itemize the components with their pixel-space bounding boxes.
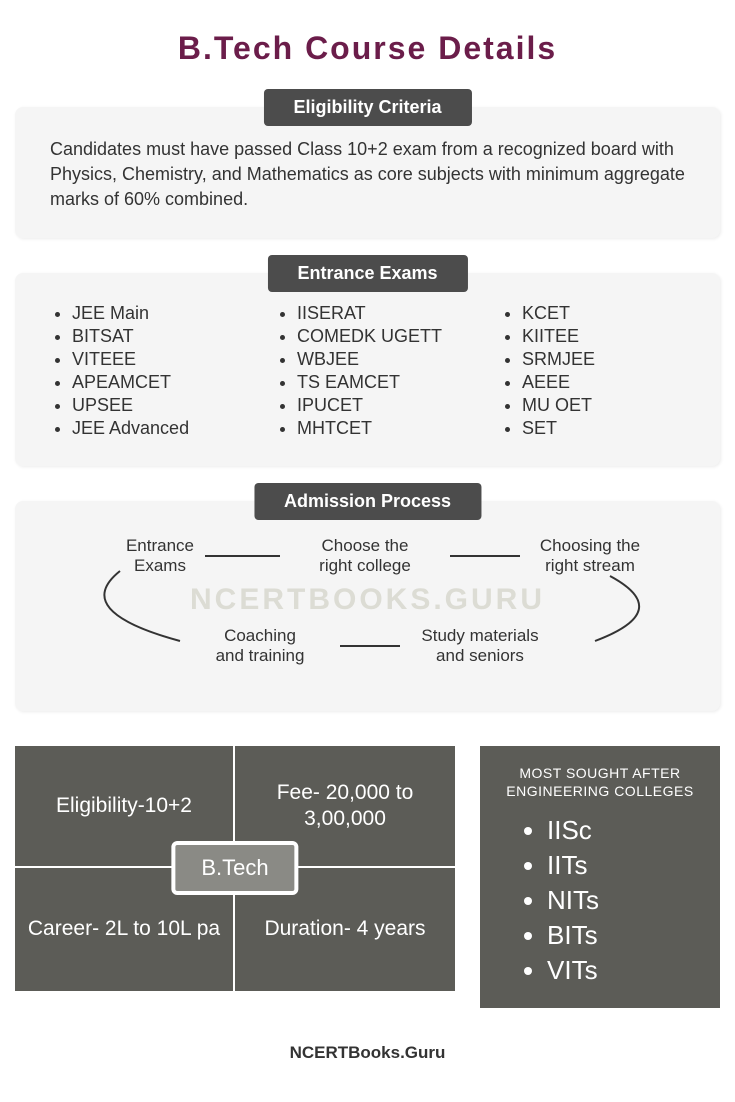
exams-col1: JEE MainBITSATVITEEEAPEAMCETUPSEEJEE Adv… — [50, 303, 235, 441]
process-step-1: EntranceExams — [80, 536, 240, 577]
process-header: Admission Process — [254, 483, 481, 520]
exam-item: JEE Main — [72, 303, 235, 324]
exam-item: WBJEE — [297, 349, 460, 370]
exam-item: JEE Advanced — [72, 418, 235, 439]
exam-item: MHTCET — [297, 418, 460, 439]
eligibility-card: Eligibility Criteria Candidates must hav… — [15, 107, 720, 238]
exam-item: BITSAT — [72, 326, 235, 347]
process-step-4: Coachingand training — [180, 626, 340, 667]
exams-header: Entrance Exams — [267, 255, 467, 292]
quad-center-label: B.Tech — [171, 841, 298, 895]
exam-item: UPSEE — [72, 395, 235, 416]
process-step-2: Choose theright college — [285, 536, 445, 577]
footer-text: NCERTBooks.Guru — [15, 1043, 720, 1063]
exam-item: SET — [522, 418, 685, 439]
exam-item: KCET — [522, 303, 685, 324]
process-step-3: Choosing theright stream — [510, 536, 670, 577]
eligibility-header: Eligibility Criteria — [263, 89, 471, 126]
colleges-panel: MOST SOUGHT AFTER ENGINEERING COLLEGES I… — [480, 746, 720, 1008]
exam-item: SRMJEE — [522, 349, 685, 370]
college-item: IISc — [547, 815, 698, 846]
eligibility-text: Candidates must have passed Class 10+2 e… — [50, 137, 685, 213]
process-step-5: Study materialsand seniors — [400, 626, 560, 667]
exam-item: KIITEE — [522, 326, 685, 347]
exam-item: AEEE — [522, 372, 685, 393]
summary-quad: Eligibility-10+2 Fee- 20,000 to 3,00,000… — [15, 746, 455, 991]
colleges-title: MOST SOUGHT AFTER ENGINEERING COLLEGES — [502, 764, 698, 800]
exam-item: IISERAT — [297, 303, 460, 324]
exams-col2: IISERATCOMEDK UGETTWBJEETS EAMCETIPUCETM… — [275, 303, 460, 441]
exam-item: IPUCET — [297, 395, 460, 416]
college-item: BITs — [547, 920, 698, 951]
exams-col3: KCETKIITEESRMJEEAEEEMU OETSET — [500, 303, 685, 441]
exam-item: COMEDK UGETT — [297, 326, 460, 347]
exam-item: VITEEE — [72, 349, 235, 370]
exam-item: MU OET — [522, 395, 685, 416]
colleges-list: IISc IITs NITs BITs VITs — [502, 815, 698, 986]
process-card: Admission Process EntranceExams Choose t… — [15, 501, 720, 711]
college-item: IITs — [547, 850, 698, 881]
exams-card: Entrance Exams JEE MainBITSATVITEEEAPEAM… — [15, 273, 720, 466]
college-item: NITs — [547, 885, 698, 916]
exam-item: APEAMCET — [72, 372, 235, 393]
exam-item: TS EAMCET — [297, 372, 460, 393]
college-item: VITs — [547, 955, 698, 986]
page-title: B.Tech Course Details — [15, 30, 720, 67]
